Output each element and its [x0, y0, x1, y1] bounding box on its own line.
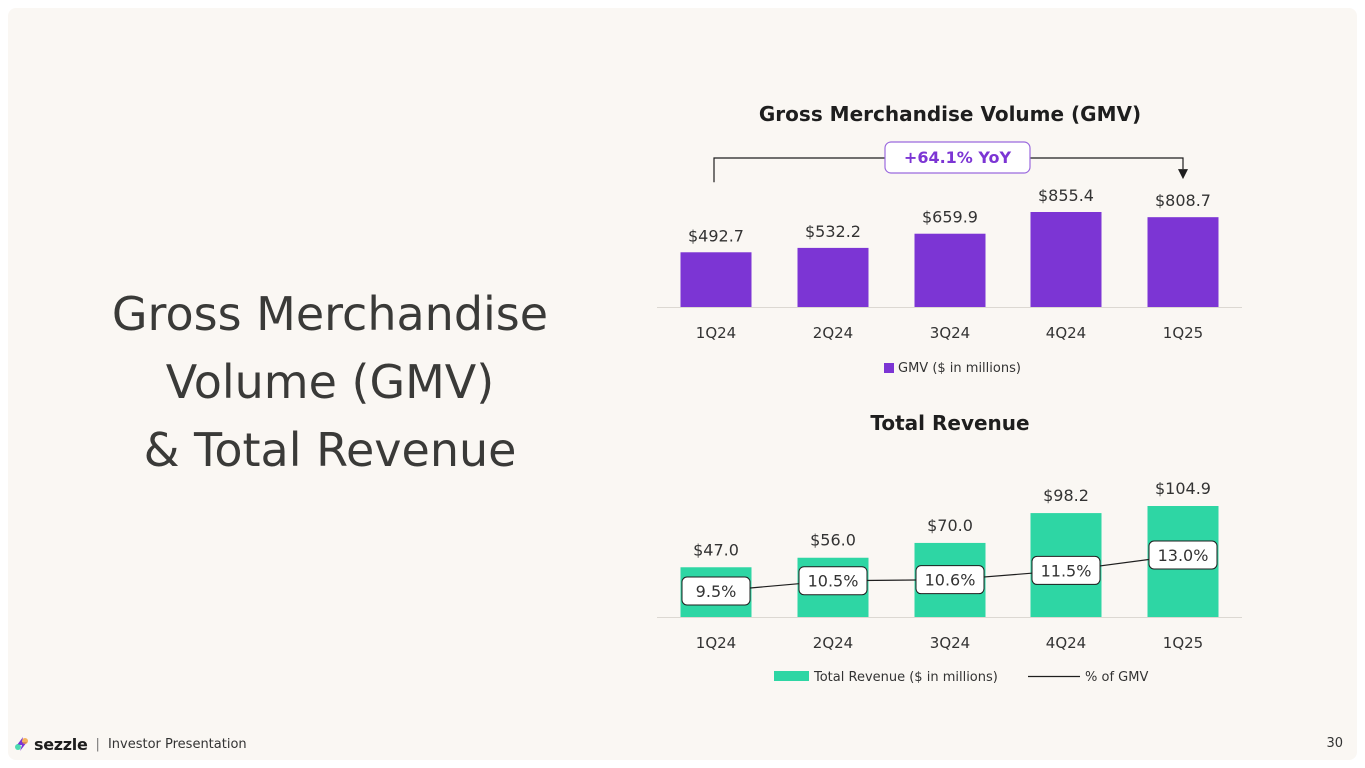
gmv-data-label-2q24: $532.2 [805, 222, 861, 241]
footer-label: Investor Presentation [107, 736, 247, 752]
gmv-yoy-callout-text: +64.1% YoY [904, 148, 1012, 167]
pct-gmv-label-box-3q24 [915, 565, 985, 595]
gmv-yoy-arrowhead [1178, 169, 1188, 180]
pct-gmv-label-box-1q24 [681, 576, 751, 606]
gmv-legend-label: GMV ($ in millions) [898, 361, 1021, 376]
gmv-yoy-bracket-left [713, 157, 885, 183]
pct-gmv-label-box-4q24 [1031, 555, 1101, 585]
headline-line-3: & Total Revenue [143, 423, 517, 477]
revenue-data-label-1q24: $47.0 [693, 540, 739, 559]
gmv-yoy-bracket-right [1030, 157, 1184, 170]
revenue-legend-label: Total Revenue ($ in millions) [813, 670, 998, 685]
pct-gmv-label-1q25: 13.0% [1158, 546, 1209, 565]
pct-gmv-label-4q24: 11.5% [1041, 561, 1092, 580]
sezzle-logo-icon [15, 737, 28, 751]
pct-gmv-label-box-2q24 [798, 566, 868, 596]
gmv-x-tick-1q24: 1Q24 [696, 324, 736, 342]
gmv-x-tick-1q25: 1Q25 [1163, 324, 1203, 342]
gmv-bar-4q24 [1030, 212, 1102, 307]
footer-separator: | [95, 736, 100, 752]
page-number: 30 [1326, 736, 1343, 751]
pct-gmv-legend-label: % of GMV [1085, 670, 1148, 685]
revenue-x-tick-1q24: 1Q24 [696, 634, 736, 652]
gmv-bar-1q24 [680, 252, 752, 307]
gmv-bar-3q24 [914, 233, 986, 307]
gmv-data-label-4q24: $855.4 [1038, 186, 1094, 205]
gmv-x-tick-3q24: 3Q24 [930, 324, 970, 342]
headline-line-1: Gross Merchandise [111, 287, 549, 341]
gmv-chart-title: Gross Merchandise Volume (GMV) [758, 102, 1142, 126]
gmv-bar-2q24 [797, 247, 869, 307]
gmv-data-label-3q24: $659.9 [922, 208, 978, 227]
pct-gmv-label-2q24: 10.5% [808, 572, 859, 591]
gmv-yoy-callout-box [884, 141, 1031, 174]
pct-gmv-label-box-1q25 [1148, 540, 1218, 570]
revenue-x-tick-2q24: 2Q24 [813, 634, 853, 652]
revenue-data-label-1q25: $104.9 [1155, 479, 1211, 498]
revenue-data-label-2q24: $56.0 [810, 531, 856, 550]
slide-background [8, 8, 1357, 760]
gmv-bar-1q25 [1147, 217, 1219, 307]
revenue-x-tick-4q24: 4Q24 [1046, 634, 1086, 652]
footer: sezzle | Investor Presentation [14, 734, 247, 754]
revenue-x-tick-1q25: 1Q25 [1163, 634, 1203, 652]
slide-headline: Gross Merchandise Volume (GMV) & Total R… [60, 280, 600, 484]
headline-line-2: Volume (GMV) [165, 355, 495, 409]
revenue-x-tick-3q24: 3Q24 [930, 634, 970, 652]
pct-gmv-label-1q24: 9.5% [696, 582, 737, 601]
gmv-legend-swatch [884, 363, 894, 373]
revenue-data-label-4q24: $98.2 [1043, 486, 1089, 505]
revenue-chart-title: Total Revenue [870, 411, 1030, 435]
revenue-legend-swatch [774, 671, 809, 681]
gmv-x-tick-4q24: 4Q24 [1046, 324, 1086, 342]
gmv-data-label-1q25: $808.7 [1155, 191, 1211, 210]
gmv-x-tick-2q24: 2Q24 [813, 324, 853, 342]
pct-gmv-label-3q24: 10.6% [925, 571, 976, 590]
revenue-data-label-3q24: $70.0 [927, 516, 973, 535]
brand-name: sezzle [34, 734, 88, 754]
gmv-data-label-1q24: $492.7 [688, 226, 744, 245]
